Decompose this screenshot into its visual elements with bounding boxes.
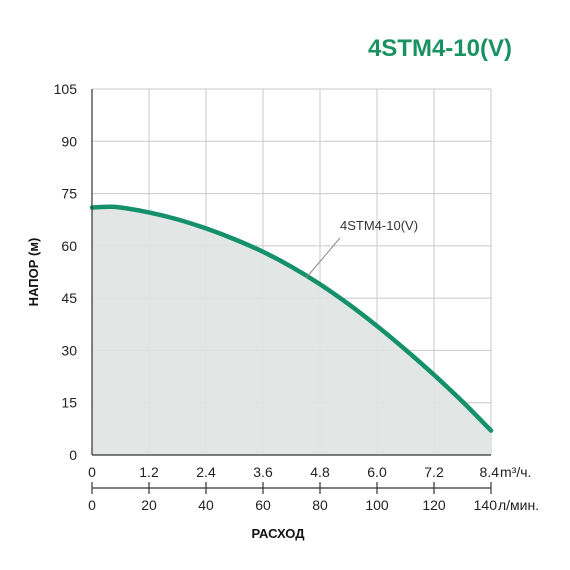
x-tick-label-primary: 3.6 (253, 464, 273, 480)
x-tick-label-secondary: 20 (141, 497, 157, 513)
axes (91, 89, 492, 494)
series-label: 4STM4-10(V) (340, 218, 418, 233)
x-tick-label-secondary: 140 (474, 497, 498, 513)
x-tick-label-primary: 0 (88, 464, 96, 480)
x-tick-label-primary: 2.4 (196, 464, 216, 480)
x-axis-label: РАСХОД (251, 526, 305, 541)
area-fill (92, 206, 491, 455)
y-tick-label: 90 (61, 133, 77, 149)
x-tick-labels-secondary: 0 20 40 60 80 100 120 140 (88, 497, 497, 513)
chart-title: 4STM4-10(V) (367, 35, 512, 62)
series-label-leader (305, 237, 341, 279)
y-tick-label: 0 (69, 447, 77, 463)
x-unit-secondary: л/мин. (498, 497, 539, 513)
x-tick-label-primary: 8.4 (480, 464, 500, 480)
y-tick-label: 30 (61, 342, 77, 358)
y-axis-label: НАПОР (м) (26, 238, 41, 307)
x-tick-label-secondary: 120 (422, 497, 446, 513)
x-tick-label-secondary: 80 (312, 497, 328, 513)
series-line (89, 204, 494, 433)
y-tick-label: 15 (61, 395, 77, 411)
x-tick-label-primary: 6.0 (367, 464, 387, 480)
x-tick-label-secondary: 100 (365, 497, 389, 513)
x-tick-label-secondary: 60 (255, 497, 271, 513)
y-tick-label: 105 (54, 81, 78, 97)
x-tick-labels-primary: 0 1.2 2.4 3.6 4.8 6.0 7.2 8.4 (88, 464, 499, 480)
x-tick-label-secondary: 40 (198, 497, 214, 513)
x-tick-label-secondary: 0 (88, 497, 96, 513)
y-tick-label: 75 (61, 186, 77, 202)
y-tick-label: 45 (61, 290, 77, 306)
x-tick-label-primary: 1.2 (139, 464, 159, 480)
y-tick-label: 60 (61, 238, 77, 254)
x-tick-label-primary: 4.8 (310, 464, 330, 480)
x-unit-primary: m³/ч. (500, 464, 531, 480)
y-tick-labels: 0 15 30 45 60 75 90 105 (54, 81, 78, 463)
x-tick-label-primary: 7.2 (424, 464, 444, 480)
